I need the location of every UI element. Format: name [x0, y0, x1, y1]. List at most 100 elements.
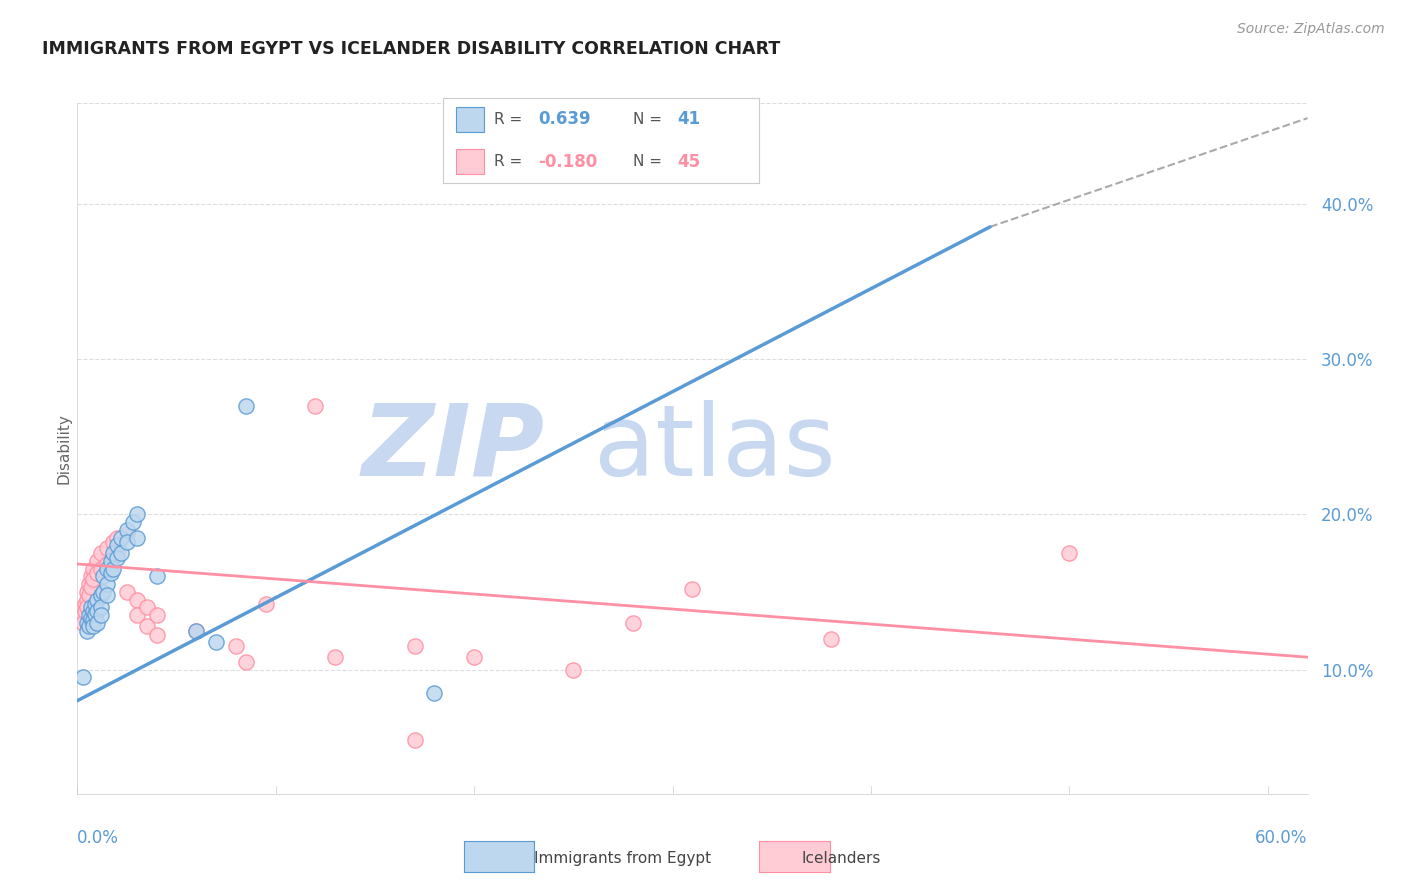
- Point: [72, 670, 94, 684]
- Point: [110, 531, 132, 545]
- Point: [304, 399, 326, 413]
- Point: [76, 624, 98, 638]
- Point: [122, 515, 145, 529]
- Point: [80, 569, 103, 583]
- Point: [90, 608, 112, 623]
- Text: Icelanders: Icelanders: [801, 851, 880, 865]
- Point: [125, 592, 148, 607]
- Point: [186, 624, 208, 638]
- Point: [86, 554, 108, 568]
- Point: [115, 527, 138, 541]
- Point: [72, 608, 94, 623]
- Point: [115, 523, 138, 537]
- Point: [105, 550, 128, 565]
- Point: [135, 600, 157, 615]
- Point: [145, 569, 167, 583]
- Point: [90, 600, 112, 615]
- Point: [80, 580, 103, 594]
- Point: [96, 541, 118, 556]
- Point: [235, 399, 257, 413]
- Point: [105, 546, 128, 560]
- Point: [77, 608, 100, 623]
- Point: [84, 607, 107, 621]
- Text: 45: 45: [678, 153, 700, 170]
- Point: [82, 613, 104, 627]
- Point: [115, 585, 138, 599]
- Point: [145, 628, 167, 642]
- Text: IMMIGRANTS FROM EGYPT VS ICELANDER DISABILITY CORRELATION CHART: IMMIGRANTS FROM EGYPT VS ICELANDER DISAB…: [42, 40, 780, 58]
- Text: N =: N =: [633, 112, 662, 127]
- Point: [682, 582, 704, 596]
- Point: [100, 554, 122, 568]
- Point: [96, 577, 118, 591]
- Point: [135, 619, 157, 633]
- Point: [115, 535, 138, 549]
- Point: [76, 592, 98, 607]
- Text: R =: R =: [494, 154, 522, 169]
- Point: [205, 634, 228, 648]
- Point: [1059, 546, 1081, 560]
- Point: [75, 598, 97, 612]
- Point: [101, 561, 124, 575]
- Text: Immigrants from Egypt: Immigrants from Egypt: [534, 851, 711, 865]
- Point: [110, 546, 132, 560]
- Point: [105, 531, 128, 545]
- Point: [562, 663, 585, 677]
- Text: ZIP: ZIP: [361, 400, 546, 497]
- Point: [76, 600, 98, 615]
- Point: [80, 600, 103, 615]
- Point: [225, 640, 247, 654]
- Point: [76, 615, 98, 630]
- Text: -0.180: -0.180: [537, 153, 598, 170]
- Text: 0.639: 0.639: [537, 111, 591, 128]
- Point: [86, 615, 108, 630]
- Point: [254, 598, 277, 612]
- Point: [423, 686, 446, 700]
- Y-axis label: Disability: Disability: [56, 413, 72, 483]
- Text: Source: ZipAtlas.com: Source: ZipAtlas.com: [1237, 22, 1385, 37]
- FancyBboxPatch shape: [456, 107, 484, 132]
- Point: [76, 585, 98, 599]
- Point: [101, 546, 124, 560]
- Point: [91, 569, 114, 583]
- Point: [100, 566, 122, 581]
- FancyBboxPatch shape: [456, 149, 484, 175]
- Point: [86, 566, 108, 581]
- Point: [77, 619, 100, 633]
- Text: atlas: atlas: [595, 400, 835, 497]
- Text: 60.0%: 60.0%: [1256, 830, 1308, 847]
- Text: R =: R =: [494, 112, 522, 127]
- Point: [105, 538, 128, 552]
- Point: [75, 603, 97, 617]
- Point: [86, 603, 108, 617]
- Point: [77, 577, 100, 591]
- Point: [125, 508, 148, 522]
- Point: [82, 603, 104, 617]
- Point: [820, 632, 842, 646]
- Point: [84, 598, 107, 612]
- Point: [82, 619, 104, 633]
- Point: [82, 573, 104, 587]
- Point: [90, 561, 112, 575]
- Point: [90, 588, 112, 602]
- Point: [323, 650, 346, 665]
- Point: [90, 546, 112, 560]
- Point: [82, 561, 104, 575]
- Point: [621, 615, 644, 630]
- Point: [101, 535, 124, 549]
- Point: [125, 608, 148, 623]
- Point: [235, 655, 257, 669]
- Point: [86, 592, 108, 607]
- Point: [77, 588, 100, 602]
- Text: 0.0%: 0.0%: [77, 830, 120, 847]
- Point: [404, 732, 426, 747]
- Point: [96, 561, 118, 575]
- Point: [404, 640, 426, 654]
- Point: [80, 611, 103, 625]
- Point: [125, 531, 148, 545]
- Point: [101, 550, 124, 565]
- Point: [72, 615, 94, 630]
- Point: [91, 585, 114, 599]
- Point: [96, 588, 118, 602]
- Point: [145, 608, 167, 623]
